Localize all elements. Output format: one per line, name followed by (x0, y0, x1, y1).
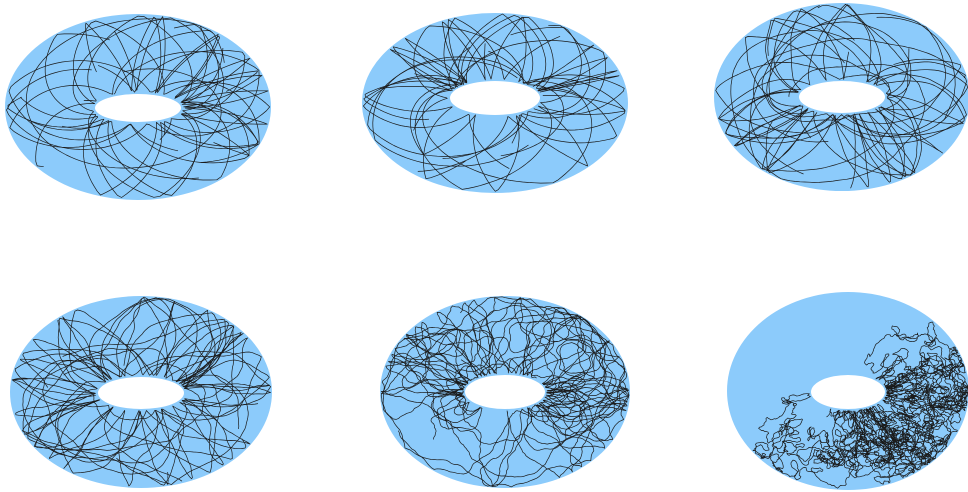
random-walk (389, 21, 486, 89)
random-walk (422, 50, 593, 184)
random-walk (25, 18, 222, 169)
random-walk (11, 319, 206, 485)
random-walk (7, 47, 259, 198)
random-walk (381, 297, 629, 478)
random-walk (22, 351, 262, 487)
random-walk (841, 325, 966, 485)
torus-curves (363, 13, 626, 192)
random-walk (385, 302, 628, 478)
torus-curves (6, 15, 271, 198)
random-walk (380, 296, 630, 488)
random-walk (796, 368, 968, 479)
torus (5, 14, 271, 200)
random-walk (27, 49, 246, 196)
random-walk (532, 44, 620, 93)
random-walk (63, 301, 271, 466)
random-walk (364, 17, 561, 179)
random-walk (414, 26, 582, 190)
random-walk (367, 24, 591, 157)
random-walk (730, 30, 965, 183)
random-walk (380, 311, 630, 488)
torus-curves (11, 296, 272, 487)
random-walk (22, 309, 270, 474)
random-walk (719, 10, 855, 172)
torus-curves (715, 3, 968, 189)
torus-curves (752, 321, 968, 489)
random-walk (15, 297, 249, 485)
random-walk (57, 318, 272, 460)
random-walk (827, 321, 968, 471)
random-walk (718, 3, 967, 145)
torus-curves (380, 296, 630, 488)
random-walk (715, 16, 946, 172)
random-walk (85, 16, 258, 98)
random-walk (750, 12, 956, 176)
random-walk (6, 51, 260, 150)
random-walk (379, 16, 527, 91)
random-walk (9, 30, 250, 164)
torus (362, 13, 628, 193)
random-walk (424, 95, 626, 192)
random-walk (417, 15, 617, 172)
random-walk (62, 15, 231, 181)
random-walk (113, 16, 263, 109)
random-walk (765, 58, 961, 188)
random-walk (72, 17, 224, 180)
random-walk (44, 24, 219, 198)
random-walk (725, 19, 964, 179)
random-walk (8, 60, 260, 163)
random-walk (372, 56, 564, 167)
random-walk (35, 20, 271, 168)
